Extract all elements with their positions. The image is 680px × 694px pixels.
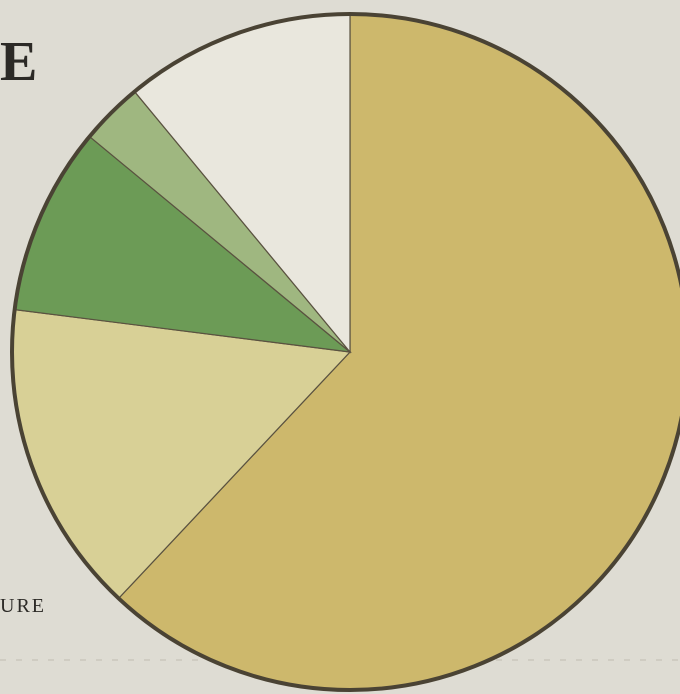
pie xyxy=(10,12,680,692)
annotation: URE xyxy=(0,595,46,617)
pie-outline xyxy=(10,12,680,692)
annotation: E xyxy=(0,31,37,93)
